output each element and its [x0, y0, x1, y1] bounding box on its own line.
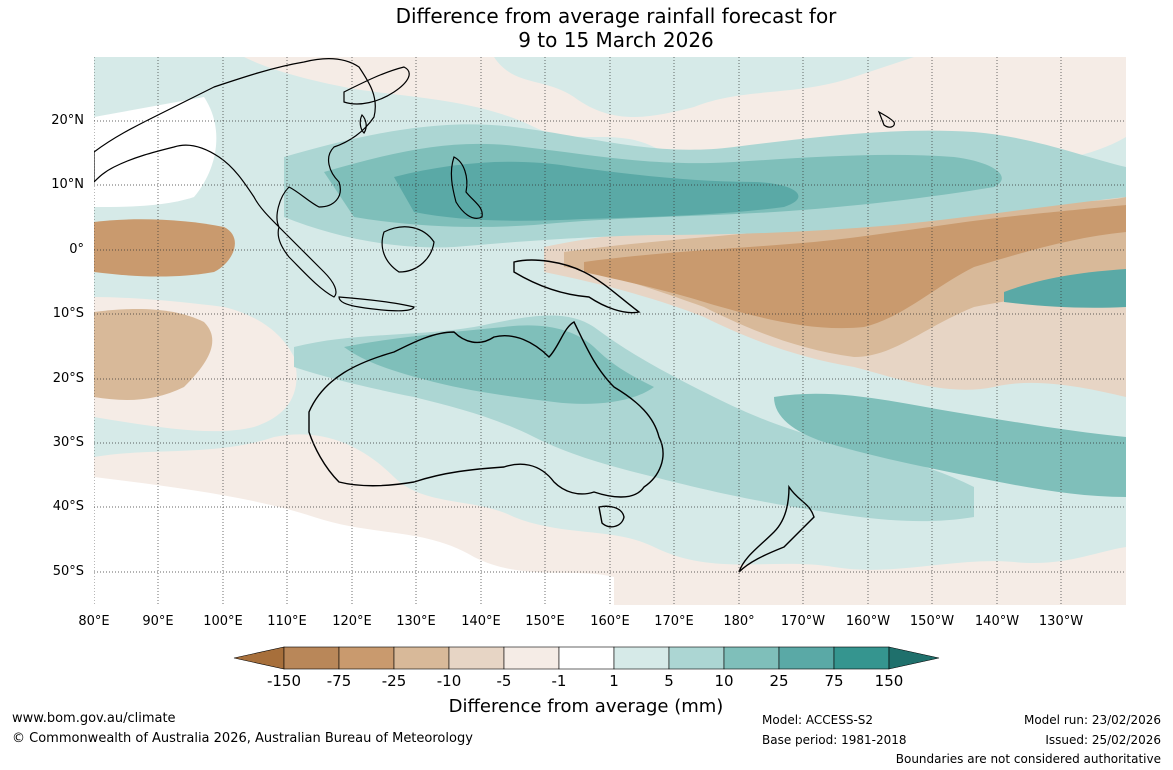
- legend-tick-2: -25: [381, 672, 407, 690]
- legend-tick-1: -75: [326, 672, 352, 690]
- base-period: Base period: 1981-2018: [762, 733, 907, 747]
- legend-swatch-5: [558, 646, 615, 670]
- legend-tick-0: -150: [266, 672, 302, 690]
- graticule: [94, 57, 1126, 605]
- legend-swatch-2: [393, 646, 450, 670]
- wet-band-north-peak: [394, 161, 799, 221]
- legend-tick-11: 150: [874, 672, 904, 690]
- lon-label-130w: 130°W: [1038, 614, 1084, 629]
- lon-label-160w: 160°W: [845, 614, 891, 629]
- lat-label-10n: 10°N: [51, 177, 84, 192]
- lat-label-10s: 10°S: [52, 306, 84, 321]
- philippines-outline: [450, 156, 483, 219]
- legend-swatch-1: [338, 646, 395, 670]
- lon-label-170w: 170°W: [780, 614, 826, 629]
- lat-label-0: 0°: [69, 242, 84, 257]
- lon-label-130e: 130°E: [396, 614, 436, 629]
- wet-region-australia-core: [344, 325, 654, 404]
- lon-label-100e: 100°E: [203, 614, 243, 629]
- lat-label-20s: 20°S: [52, 371, 84, 386]
- lon-label-150w: 150°W: [909, 614, 955, 629]
- rainfall-map: [94, 57, 1126, 605]
- issued-date: Issued: 25/02/2026: [1045, 733, 1161, 747]
- legend-tick-4: -5: [496, 672, 512, 690]
- legend-tick-5: -1: [551, 672, 567, 690]
- hawaii-outline: [877, 110, 895, 128]
- japan-outline: [343, 66, 410, 105]
- dry-core-equatorial-pacific: [584, 205, 1126, 329]
- lat-label-40s: 40°S: [52, 499, 84, 514]
- map-canvas: [94, 57, 1126, 605]
- lon-label-110e: 110°E: [267, 614, 307, 629]
- legend-swatch-9: [778, 646, 835, 670]
- boundaries-disclaimer: Boundaries are not considered authoritat…: [895, 752, 1161, 766]
- title-line-1: Difference from average rainfall forecas…: [395, 4, 837, 28]
- legend-tick-8: 10: [714, 672, 734, 690]
- wet-tongue-east-pacific: [1004, 269, 1126, 308]
- lat-label-50s: 50°S: [52, 564, 84, 579]
- legend-arrow-low: [233, 646, 285, 670]
- legend-arrow-high: [888, 646, 940, 670]
- legend-swatch-0: [283, 646, 340, 670]
- new-guinea-outline: [513, 259, 641, 314]
- lon-label-170e: 170°E: [654, 614, 694, 629]
- title-line-2: 9 to 15 March 2026: [518, 28, 714, 52]
- wet-region-south-pacific: [774, 393, 1126, 497]
- legend-swatch-6: [613, 646, 670, 670]
- neutral-region-south: [94, 477, 614, 605]
- java-outline: [338, 296, 415, 312]
- legend-tick-6: 1: [609, 672, 619, 690]
- lon-label-150e: 150°E: [525, 614, 565, 629]
- website-link[interactable]: www.bom.gov.au/climate: [12, 711, 176, 726]
- taiwan-outline: [359, 113, 367, 134]
- lat-label-20n: 20°N: [51, 113, 84, 128]
- borneo-outline: [381, 226, 435, 273]
- sumatra-outline: [277, 225, 337, 298]
- new-zealand-outline: [738, 484, 815, 573]
- lat-label-30s: 30°S: [52, 435, 84, 450]
- lon-label-80e: 80°E: [78, 614, 110, 629]
- legend-swatch-10: [833, 646, 890, 670]
- tasmania-outline: [598, 505, 625, 528]
- asia-mainland-outline: [94, 58, 376, 228]
- lon-label-120e: 120°E: [332, 614, 372, 629]
- legend-tick-3: -10: [436, 672, 462, 690]
- legend-swatch-7: [668, 646, 725, 670]
- copyright-text: © Commonwealth of Australia 2026, Austra…: [12, 731, 473, 746]
- australia-outline: [308, 321, 664, 498]
- legend-tick-7: 5: [664, 672, 674, 690]
- model-run-date: Model run: 23/02/2026: [1023, 713, 1161, 727]
- legend-swatch-8: [723, 646, 780, 670]
- lon-label-140w: 140°W: [974, 614, 1020, 629]
- legend-tick-10: 75: [824, 672, 844, 690]
- dry-patch-indian-ocean: [94, 309, 213, 400]
- model-name: Model: ACCESS-S2: [762, 713, 874, 727]
- dry-patch-equatorial-indian: [94, 219, 235, 277]
- lon-label-140e: 140°E: [461, 614, 501, 629]
- legend-swatch-3: [448, 646, 505, 670]
- lon-label-90e: 90°E: [142, 614, 174, 629]
- legend-tick-9: 25: [769, 672, 789, 690]
- lon-label-160e: 160°E: [590, 614, 630, 629]
- legend-title: Difference from average (mm): [448, 696, 724, 717]
- legend-swatch-4: [503, 646, 560, 670]
- lon-label-180: 180°: [723, 614, 755, 629]
